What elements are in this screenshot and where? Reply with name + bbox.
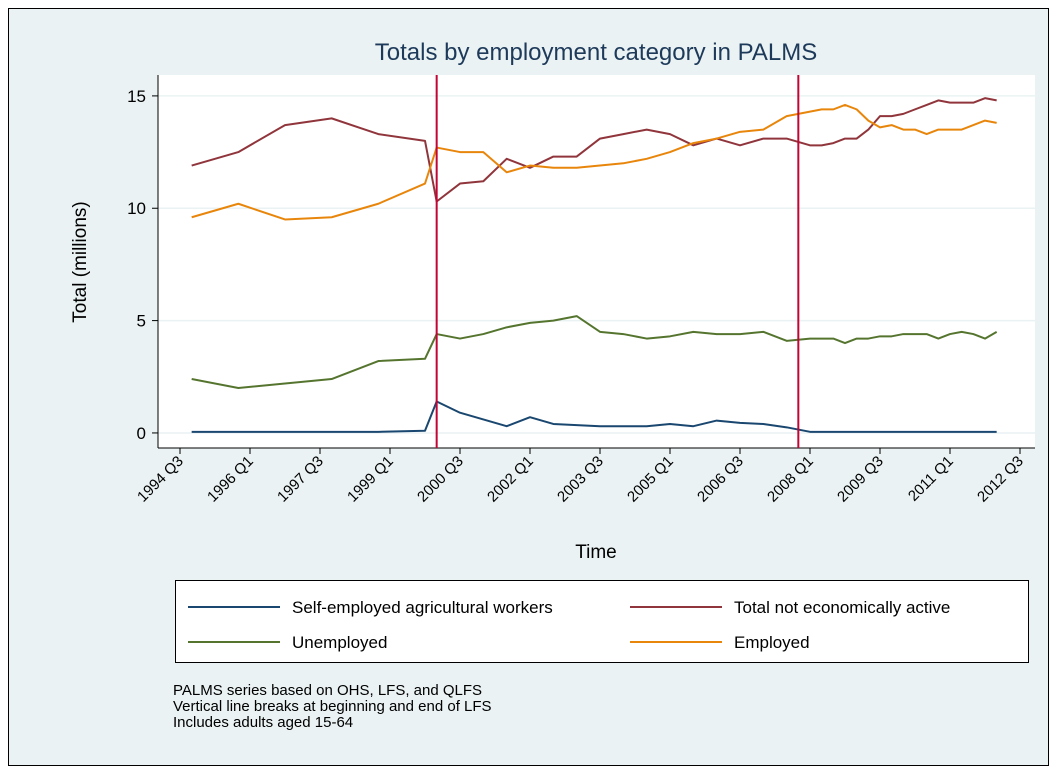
series-line <box>191 103 997 221</box>
note: Vertical line breaks at beginning and en… <box>173 698 492 715</box>
y-tick-label: 15 <box>127 87 146 106</box>
legend-label: Employed <box>734 633 810 652</box>
plot-region <box>158 75 1035 448</box>
chart-title: Totals by employment category in PALMS <box>375 39 817 66</box>
x-axis-label: Time <box>575 542 617 563</box>
note: PALMS series based on OHS, LFS, and QLFS <box>173 682 482 699</box>
legend <box>175 580 1029 663</box>
y-axis-label: Total (millions) <box>70 201 91 322</box>
note: Includes adults aged 15-64 <box>173 714 353 731</box>
series-line <box>191 400 997 433</box>
series-line <box>191 97 997 203</box>
series-line <box>191 315 998 390</box>
y-tick-label: 0 <box>137 424 146 443</box>
legend-label: Total not economically active <box>734 598 950 617</box>
legend-label: Self-employed agricultural workers <box>292 598 553 617</box>
y-tick-label: 10 <box>127 199 146 218</box>
y-tick-label: 5 <box>137 312 146 331</box>
legend-label: Unemployed <box>292 633 387 652</box>
